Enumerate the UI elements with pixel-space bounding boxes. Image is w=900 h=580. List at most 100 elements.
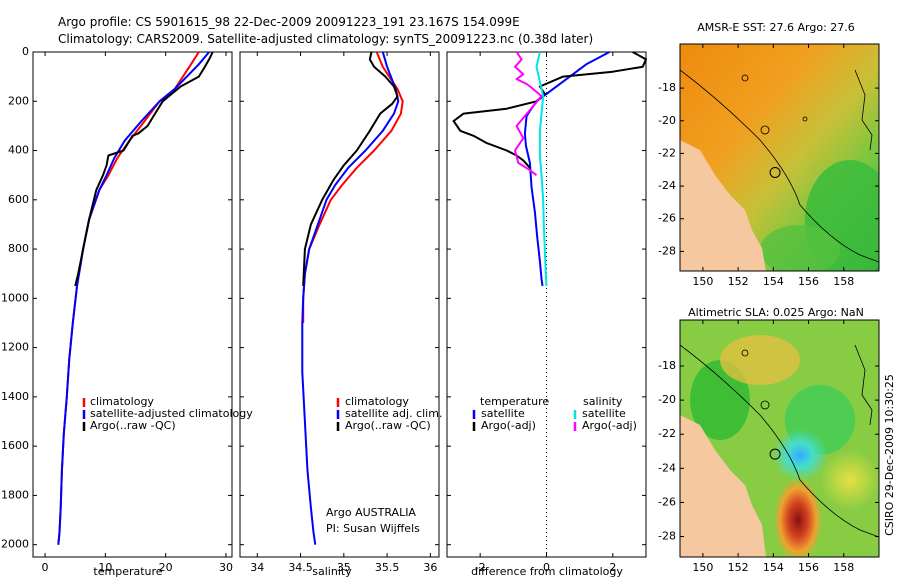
legend-label-argo: Argo(..raw -QC) bbox=[90, 419, 176, 432]
y-tick-label: 800 bbox=[8, 242, 29, 255]
y-tick-label: 1800 bbox=[1, 488, 29, 501]
y-tick-label: 1000 bbox=[1, 291, 29, 304]
legend-label-climatology: climatology bbox=[90, 395, 154, 408]
difference-series bbox=[452, 51, 647, 287]
series-line-satellite bbox=[535, 51, 548, 287]
figure-title-line2: Climatology: CARS2009. Satellite-adjuste… bbox=[58, 32, 593, 46]
y-tick-label: -24 bbox=[658, 461, 676, 474]
x-tick-label: 158 bbox=[833, 275, 854, 288]
x-tick-label: 154 bbox=[763, 275, 784, 288]
y-tick-label: -18 bbox=[658, 81, 676, 94]
y-tick-label: -26 bbox=[658, 495, 676, 508]
x-tick-label: 30 bbox=[219, 561, 233, 574]
temperature-xlabel: temperature bbox=[93, 565, 162, 578]
y-tick-label: -26 bbox=[658, 212, 676, 225]
sla-warm-region bbox=[820, 450, 879, 510]
x-tick-label: 35.5 bbox=[375, 561, 400, 574]
legend-header-salinity: salinity bbox=[583, 395, 623, 408]
argo-float-location-marker bbox=[769, 448, 781, 460]
x-tick-label: 150 bbox=[692, 275, 713, 288]
sla-map-panel: Altimetric SLA: 0.025 Argo: NaN 150 152 15… bbox=[658, 306, 880, 574]
x-tick-label: 10 bbox=[98, 561, 112, 574]
series-line-satellite-adj-clim bbox=[301, 51, 400, 545]
x-tick-label: 0 bbox=[42, 561, 49, 574]
difference-xlabel: difference from climatology bbox=[471, 565, 623, 578]
pi-label: PI: Susan Wijffels bbox=[326, 522, 420, 535]
sla-reef-island bbox=[741, 349, 749, 357]
sla-warm-region bbox=[720, 335, 800, 385]
temperature-axes-frame bbox=[32, 51, 233, 558]
sla-low-eddy bbox=[772, 429, 828, 481]
legend-header-temperature: temperature bbox=[480, 395, 549, 408]
salinity-series bbox=[301, 51, 404, 545]
x-tick-label: 20 bbox=[159, 561, 173, 574]
x-tick-label: 150 bbox=[692, 561, 713, 574]
series-line-argo-raw-qc bbox=[74, 51, 214, 287]
y-tick-label: -20 bbox=[658, 393, 676, 406]
y-tick-label: -22 bbox=[658, 146, 676, 159]
x-tick-label: 156 bbox=[798, 561, 819, 574]
x-tick-label: 34.5 bbox=[288, 561, 313, 574]
sla-reef-island bbox=[760, 400, 770, 410]
series-line-argo-raw-qc bbox=[302, 51, 399, 287]
series-line-argo-adj bbox=[514, 51, 543, 176]
sla-map-ticks: 150 152 154 156 158 -18 -20 -22 -24 -26 -28 bbox=[658, 320, 879, 574]
legend-label-sal-satellite: satellite bbox=[582, 407, 626, 420]
legend-label-climatology: climatology bbox=[345, 395, 409, 408]
x-tick-label: 152 bbox=[728, 275, 749, 288]
y-tick-label: -28 bbox=[658, 244, 676, 257]
sst-reef-contour bbox=[854, 69, 873, 151]
x-tick-label: 2 bbox=[609, 561, 616, 574]
series-line-satellite bbox=[523, 51, 610, 287]
sst-cool-region-south bbox=[760, 225, 840, 271]
sst-reef-island bbox=[802, 116, 808, 122]
salinity-panel: 34 34.5 35 35.5 36 salinity climatology sate… bbox=[239, 51, 442, 578]
sst-reef-island bbox=[760, 125, 770, 135]
salinity-ticks: 34 34.5 35 35.5 36 bbox=[240, 51, 439, 574]
series-line-satellite-adjusted-climatology bbox=[57, 51, 210, 545]
sla-land-australia bbox=[680, 320, 766, 557]
temperature-series bbox=[57, 51, 214, 545]
sst-map-title: AMSR-E SST: 27.6 Argo: 27.6 bbox=[697, 21, 855, 34]
legend-label-satellite: satellite-adjusted climatology bbox=[90, 407, 253, 420]
difference-panel: -2 0 2 difference from climatology tempera… bbox=[446, 51, 647, 578]
y-tick-label: 400 bbox=[8, 144, 29, 157]
sla-reef-contour bbox=[854, 344, 873, 426]
y-tick-label: -24 bbox=[658, 179, 676, 192]
series-line-argo-adj bbox=[452, 51, 647, 169]
difference-legend: temperature satellite Argo(-adj) salinit… bbox=[472, 395, 637, 432]
series-line-climatology bbox=[302, 51, 404, 323]
x-tick-label: 34 bbox=[250, 561, 264, 574]
legend-label-temp-satellite: satellite bbox=[481, 407, 525, 420]
salinity-xlabel: salinity bbox=[312, 565, 352, 578]
sla-bathymetry-contour bbox=[680, 344, 879, 538]
x-tick-label: 0 bbox=[543, 561, 550, 574]
sla-map-frame bbox=[679, 319, 880, 558]
sst-map-ticks: 150 152 154 156 158 -18 -20 -22 -24 -26 -28 bbox=[658, 44, 879, 288]
temperature-ticks: 0 10 20 30 0 200 400 600 800 1000 1200 1400 1600 1800… bbox=[1, 45, 233, 574]
x-tick-label: 158 bbox=[833, 561, 854, 574]
argo-float-location-marker bbox=[769, 166, 781, 178]
temperature-legend: climatology satellite-adjusted climatolo… bbox=[82, 395, 253, 432]
y-tick-label: -22 bbox=[658, 427, 676, 440]
sla-field bbox=[680, 320, 879, 557]
sst-land-australia bbox=[680, 44, 766, 271]
sst-reef-island bbox=[741, 74, 749, 82]
y-tick-label: -28 bbox=[658, 530, 676, 543]
legend-label-temp-argo: Argo(-adj) bbox=[481, 419, 536, 432]
temperature-panel: 0 10 20 30 0 200 400 600 800 1000 1200 1400 1600 1800… bbox=[1, 45, 253, 578]
y-tick-label: 200 bbox=[8, 94, 29, 107]
figure-title-line1: Argo profile: CS 5901615_98 22-Dec-2009 … bbox=[58, 15, 520, 29]
sla-high-eddy bbox=[774, 478, 822, 557]
y-tick-label: 1400 bbox=[1, 390, 29, 403]
sst-map-frame bbox=[679, 43, 880, 272]
x-tick-label: -2 bbox=[475, 561, 486, 574]
salinity-axes-frame bbox=[239, 51, 440, 558]
y-tick-label: -18 bbox=[658, 359, 676, 372]
sst-field bbox=[680, 44, 879, 271]
sla-green-region bbox=[690, 360, 750, 440]
y-tick-label: 1200 bbox=[1, 341, 29, 354]
y-tick-label: -20 bbox=[658, 114, 676, 127]
y-tick-label: 2000 bbox=[1, 538, 29, 551]
